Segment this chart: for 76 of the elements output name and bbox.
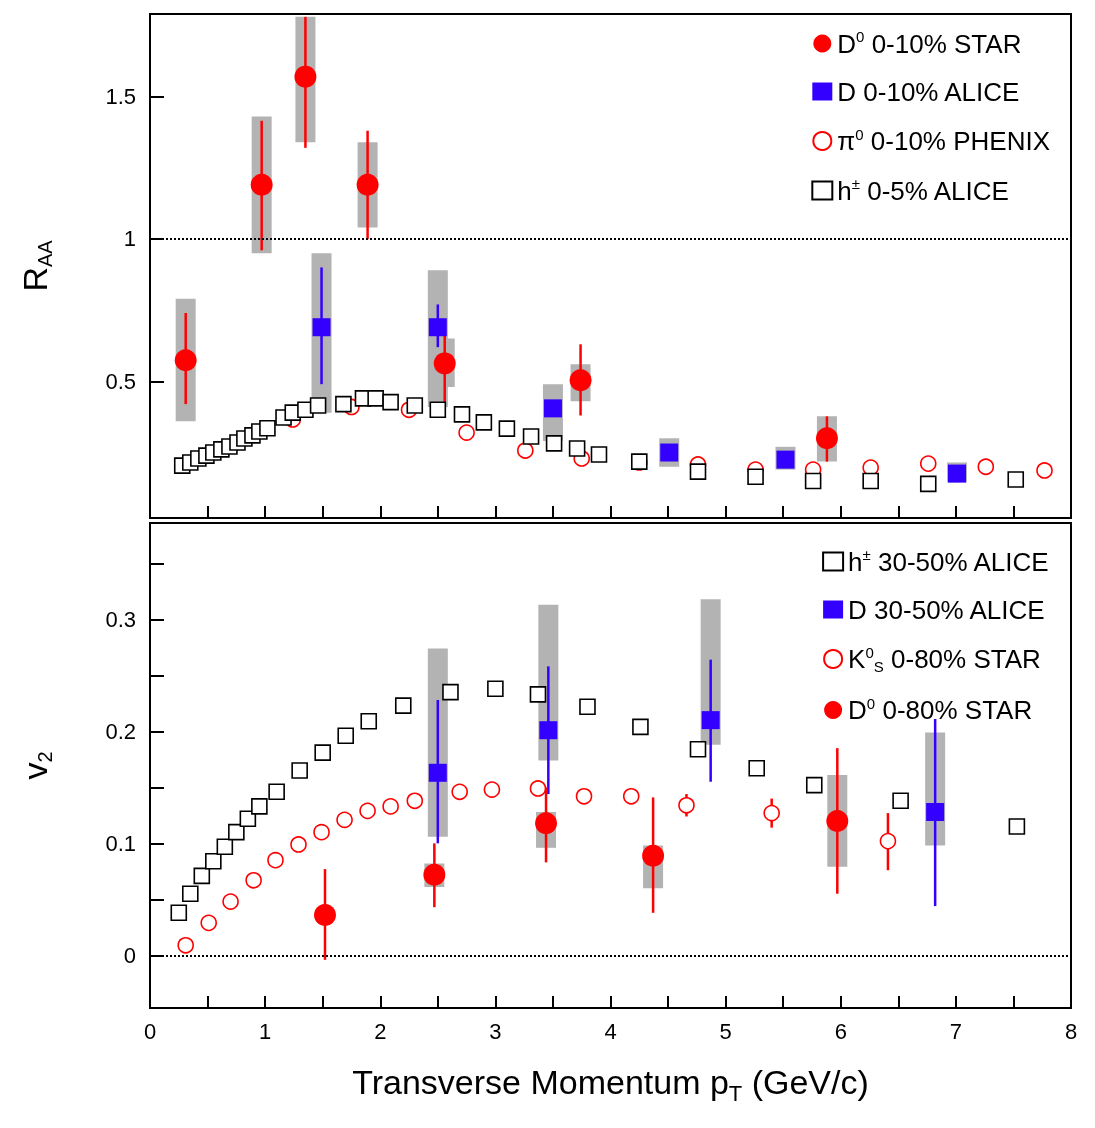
x-tick-label: 7 — [949, 1018, 962, 1044]
point — [529, 686, 547, 703]
y-tick-label: 0.1 — [105, 830, 136, 856]
point — [313, 823, 330, 841]
point — [335, 395, 352, 413]
point — [826, 809, 849, 832]
x-tick-label: 4 — [604, 1018, 617, 1044]
legend-label: h± 0-5% ALICE — [837, 175, 1009, 206]
point — [193, 867, 211, 885]
point — [879, 832, 897, 850]
point — [926, 802, 945, 821]
x-tick-label: 1 — [259, 1018, 272, 1044]
point — [458, 424, 475, 441]
point — [568, 440, 586, 457]
point — [678, 796, 695, 814]
legend-label: h± 30-50% ALICE — [848, 546, 1049, 577]
legend-label: D 0-10% ALICE — [837, 76, 1020, 107]
legend-label: D 30-50% ALICE — [848, 594, 1045, 625]
point — [451, 783, 468, 801]
point — [622, 788, 640, 805]
point — [529, 780, 547, 797]
point — [545, 435, 563, 452]
point — [575, 788, 593, 805]
y-axis-title: v2 — [16, 751, 56, 780]
point — [569, 369, 592, 392]
y-tick-label: 0.5 — [105, 368, 136, 394]
point — [250, 173, 273, 196]
point — [309, 397, 327, 414]
x-tick-label: 8 — [1064, 1018, 1078, 1044]
point — [428, 763, 447, 782]
point — [359, 802, 376, 820]
point — [442, 683, 459, 701]
point — [290, 836, 307, 853]
x-tick-label: 3 — [489, 1018, 502, 1044]
y-axis-title: RAA — [16, 239, 56, 292]
point — [314, 904, 336, 927]
point — [1036, 462, 1053, 479]
point — [174, 349, 197, 372]
point — [919, 475, 937, 493]
point — [535, 812, 558, 835]
y-tick-label: 1.5 — [105, 84, 136, 110]
point — [919, 455, 937, 472]
point — [356, 173, 379, 196]
point — [977, 458, 995, 476]
point — [294, 65, 317, 88]
point — [382, 798, 399, 815]
y-tick-label: 0 — [123, 942, 136, 968]
point — [200, 914, 218, 932]
point — [539, 721, 558, 740]
point — [429, 401, 447, 419]
point — [222, 893, 239, 910]
point — [177, 936, 194, 954]
y-tick-label: 0.2 — [105, 718, 136, 744]
point — [483, 781, 501, 798]
point — [642, 844, 665, 867]
x-tick-label: 5 — [719, 1018, 732, 1044]
point — [433, 352, 456, 375]
point — [312, 318, 331, 337]
point — [689, 463, 707, 480]
point — [406, 397, 424, 414]
x-tick-label: 6 — [834, 1018, 847, 1044]
point — [406, 792, 424, 810]
x-tick-label: 0 — [143, 1018, 157, 1044]
point — [701, 711, 720, 730]
point — [763, 804, 780, 822]
point — [517, 442, 534, 459]
point — [245, 872, 262, 889]
y-tick-label: 1 — [123, 226, 136, 252]
point — [267, 851, 284, 869]
point — [805, 776, 823, 794]
x-tick-label: 2 — [374, 1018, 387, 1044]
point — [428, 318, 447, 337]
point — [815, 427, 838, 450]
point — [804, 472, 822, 490]
point — [336, 811, 353, 829]
y-tick-label: 0.3 — [105, 606, 136, 632]
